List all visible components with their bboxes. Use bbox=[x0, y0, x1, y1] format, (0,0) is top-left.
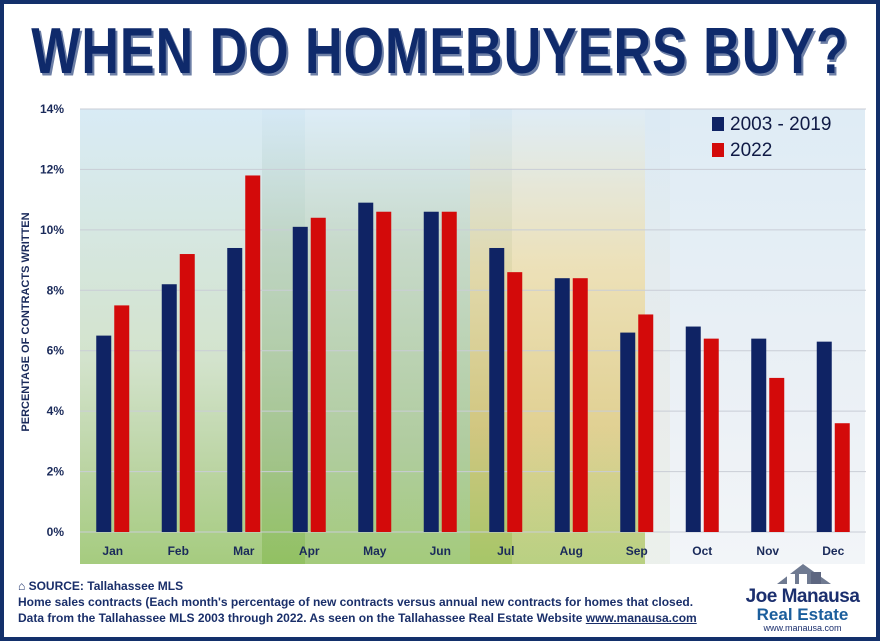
bar-2022-mar bbox=[245, 175, 261, 532]
house-icon: ⌂ bbox=[18, 579, 29, 593]
source-label: SOURCE: Tallahassee MLS bbox=[28, 579, 184, 593]
x-tick-label: Feb bbox=[168, 544, 189, 558]
bar-2022-apr bbox=[310, 217, 326, 532]
bar-2003-2019-nov bbox=[751, 338, 767, 532]
bar-2003-2019-oct bbox=[685, 326, 701, 532]
bar-2003-2019-may bbox=[358, 202, 374, 532]
bar-2022-jan bbox=[114, 305, 130, 532]
bar-2022-aug bbox=[572, 278, 588, 532]
bar-2022-oct bbox=[703, 338, 719, 532]
legend-label: 2022 bbox=[730, 140, 772, 161]
x-tick-label: Aug bbox=[560, 544, 583, 558]
bar-2022-nov bbox=[769, 377, 785, 532]
x-tick-label: Mar bbox=[233, 544, 255, 558]
bar-2003-2019-jul bbox=[489, 247, 505, 532]
bar-2003-2019-sep bbox=[620, 332, 636, 532]
y-tick-label: 10% bbox=[40, 223, 64, 237]
logo-name: Joe Manausa bbox=[745, 586, 860, 607]
bar-2003-2019-dec bbox=[816, 341, 832, 532]
legend-label: 2003 - 2019 bbox=[730, 114, 831, 135]
y-tick-label: 0% bbox=[47, 525, 65, 539]
bar-2003-2019-jan bbox=[96, 335, 112, 532]
house-icon bbox=[777, 564, 831, 584]
bar-2022-may bbox=[376, 211, 392, 532]
y-tick-label: 12% bbox=[40, 162, 64, 176]
company-logo: Joe Manausa Real Estate www.manausa.com bbox=[735, 556, 870, 634]
bar-2022-jul bbox=[507, 272, 523, 532]
y-tick-label: 2% bbox=[47, 465, 65, 479]
bars bbox=[96, 175, 850, 533]
y-axis-label: PERCENTAGE OF CONTRACTS WRITTEN bbox=[20, 212, 32, 431]
legend-swatch bbox=[712, 117, 724, 131]
legend: 2003 - 2019 2022 bbox=[712, 114, 831, 161]
axis-ticks: 0% 2% 4% 6% 8% 10% 12% 14% Jan Feb Mar Apr May Jun Jul… bbox=[40, 102, 845, 558]
bar-2022-sep bbox=[638, 314, 654, 532]
chart-title: WHEN DO HOMEBUYERS BUY? bbox=[31, 15, 849, 88]
y-tick-label: 4% bbox=[47, 404, 65, 418]
x-tick-label: May bbox=[363, 544, 387, 558]
bar-2003-2019-apr bbox=[292, 226, 308, 533]
source-note: ⌂ SOURCE: Tallahassee MLS Home sales con… bbox=[18, 578, 718, 626]
x-tick-label: Jul bbox=[497, 544, 514, 558]
x-tick-label: Jan bbox=[102, 544, 123, 558]
bar-2003-2019-feb bbox=[161, 284, 177, 532]
x-tick-label: Oct bbox=[692, 544, 712, 558]
y-tick-label: 6% bbox=[47, 344, 65, 358]
y-tick-label: 14% bbox=[40, 102, 64, 116]
logo-subtitle: Real Estate bbox=[756, 605, 849, 624]
bar-2003-2019-aug bbox=[554, 278, 570, 532]
seasonal-background bbox=[80, 109, 865, 564]
bar-2022-jun bbox=[441, 211, 457, 532]
bar-2003-2019-mar bbox=[227, 247, 243, 532]
logo-site: www.manausa.com bbox=[763, 623, 842, 633]
x-tick-label: Sep bbox=[626, 544, 648, 558]
legend-swatch bbox=[712, 143, 724, 157]
x-tick-label: Dec bbox=[822, 544, 844, 558]
x-tick-label: Apr bbox=[299, 544, 320, 558]
x-tick-label: Nov bbox=[756, 544, 779, 558]
grid bbox=[80, 108, 866, 533]
source-url[interactable]: www.manausa.com bbox=[585, 611, 697, 625]
bar-2022-dec bbox=[834, 423, 850, 532]
source-text: Home sales contracts (Each month's perce… bbox=[18, 595, 694, 625]
bar-2003-2019-jun bbox=[423, 211, 439, 532]
bar-2022-feb bbox=[179, 254, 195, 532]
x-tick-label: Jun bbox=[430, 544, 451, 558]
y-tick-label: 8% bbox=[47, 283, 65, 297]
